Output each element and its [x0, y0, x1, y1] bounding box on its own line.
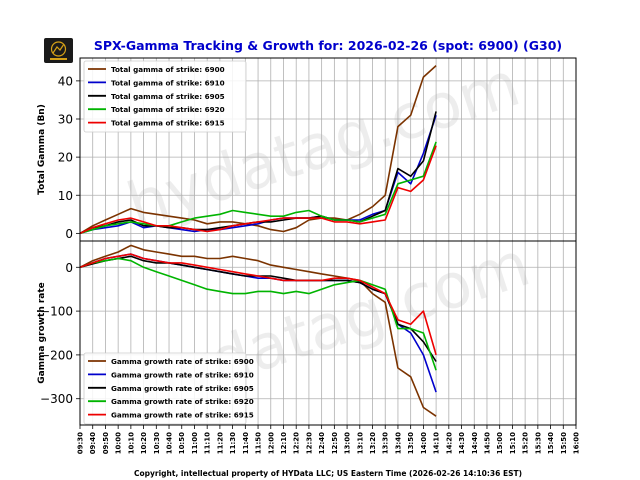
x-tick-label: 10:20: [140, 432, 148, 454]
y-tick-label: −300: [40, 392, 73, 406]
legend-label: Total gamma of strike: 6915: [111, 119, 225, 128]
y-axis-label: Gamma growth rate: [37, 282, 47, 384]
x-tick-label: 12:00: [267, 432, 275, 454]
legend-label: Total gamma of strike: 6900: [111, 65, 225, 74]
x-tick-label: 15:50: [560, 432, 568, 454]
legend-label: Total gamma of strike: 6905: [111, 92, 225, 101]
legend: Total gamma of strike: 6900 Total gamma o…: [83, 60, 247, 133]
y-tick-label: 0: [65, 261, 73, 275]
x-tick-label: 14:00: [420, 432, 428, 454]
x-tick-label: 14:20: [445, 432, 453, 454]
series-line-4: [79, 257, 437, 371]
x-tick-label: 13:00: [344, 432, 352, 454]
legend-box: [83, 60, 247, 133]
legend-label: Gamma growth rate of strike: 6910: [111, 370, 254, 379]
x-tick-label: 15:30: [534, 432, 542, 454]
x-tick-label: 09:40: [89, 432, 97, 454]
x-tick-label: 12:50: [331, 432, 339, 454]
x-tick-label: 09:30: [77, 432, 85, 454]
x-tick-label: 11:20: [216, 432, 224, 454]
x-tick-label: 13:20: [369, 432, 377, 454]
y-tick-label: 30: [58, 113, 73, 127]
x-tick-label: 10:30: [153, 432, 161, 454]
legend-box: [83, 352, 247, 425]
x-tick-label: 10:10: [127, 432, 135, 454]
legend-label: Gamma growth rate of strike: 6905: [111, 384, 254, 393]
x-tick-label: 11:30: [229, 432, 237, 454]
hydata-logo: [44, 38, 73, 63]
x-tick-label: 09:50: [102, 432, 110, 454]
panel-1: 0 10 20 30 40 Total Gamma (Bn) Total gamma of …: [37, 57, 577, 242]
y-tick-label: 0: [65, 227, 73, 241]
x-tick-label: 11:00: [191, 432, 199, 454]
x-tick-label: 11:50: [255, 432, 263, 454]
x-tick-label: 14:30: [458, 432, 466, 454]
x-tick-label: 15:00: [496, 432, 504, 454]
x-tick-label: 12:30: [305, 432, 313, 454]
legend-label: Gamma growth rate of strike: 6900: [111, 357, 254, 366]
x-tick-label: 10:00: [115, 432, 123, 454]
x-tick-label: 13:40: [394, 432, 402, 454]
series-line-5: [79, 145, 437, 235]
chart-title: SPX-Gamma Tracking & Growth for: 2026-02…: [94, 38, 562, 53]
footer-text: Copyright, intellectual property of HYDa…: [134, 469, 522, 478]
legend-label: Gamma growth rate of strike: 6915: [111, 411, 254, 420]
x-tick-label: 12:10: [280, 432, 288, 454]
x-tick-label: 13:50: [407, 432, 415, 454]
series-line-2: [79, 114, 437, 235]
x-tick-label: 13:30: [382, 432, 390, 454]
x-tick-label: 12:40: [318, 432, 326, 454]
x-tick-label: 15:40: [547, 432, 555, 454]
legend-label: Total gamma of strike: 6920: [111, 105, 225, 114]
series-line-4: [79, 141, 437, 235]
chart-panels: 0 10 20 30 40 Total Gamma (Bn) Total gamma of …: [37, 57, 577, 426]
x-tick-label: 12:20: [293, 432, 301, 454]
y-tick-label: −100: [40, 305, 73, 319]
x-tick-label: 10:40: [166, 432, 174, 454]
series-line-1: [79, 244, 437, 417]
y-tick-label: 40: [58, 74, 73, 88]
x-tick-label: 10:50: [178, 432, 186, 454]
y-tick-label: 10: [58, 189, 73, 203]
x-tick-label: 15:10: [509, 432, 517, 454]
y-axis-label: Total Gamma (Bn): [37, 104, 47, 195]
series-line-5: [79, 253, 437, 356]
x-axis: 09:30 09:40 09:50 10:00 10:10 10:20 10:30 10:40…: [77, 425, 581, 454]
y-tick-label: −200: [40, 348, 73, 362]
series-line-1: [79, 65, 437, 235]
x-tick-label: 11:40: [242, 432, 250, 454]
x-tick-label: 15:20: [522, 432, 530, 454]
legend: Gamma growth rate of strike: 6900 Gamma g…: [83, 352, 254, 425]
x-tick-label: 14:50: [483, 432, 491, 454]
panel-2: 0 −100 −200 −300 Gamma growth rate Gamma grow…: [37, 240, 577, 426]
x-tick-label: 14:10: [433, 432, 441, 454]
x-tick-label: 11:10: [204, 432, 212, 454]
x-tick-label: 14:40: [471, 432, 479, 454]
x-tick-label: 13:10: [356, 432, 364, 454]
plot-frame: [79, 240, 577, 426]
x-tick-label: 16:00: [573, 432, 581, 454]
y-tick-label: 20: [58, 151, 73, 165]
legend-label: Total gamma of strike: 6910: [111, 78, 225, 87]
legend-label: Gamma growth rate of strike: 6920: [111, 397, 254, 406]
